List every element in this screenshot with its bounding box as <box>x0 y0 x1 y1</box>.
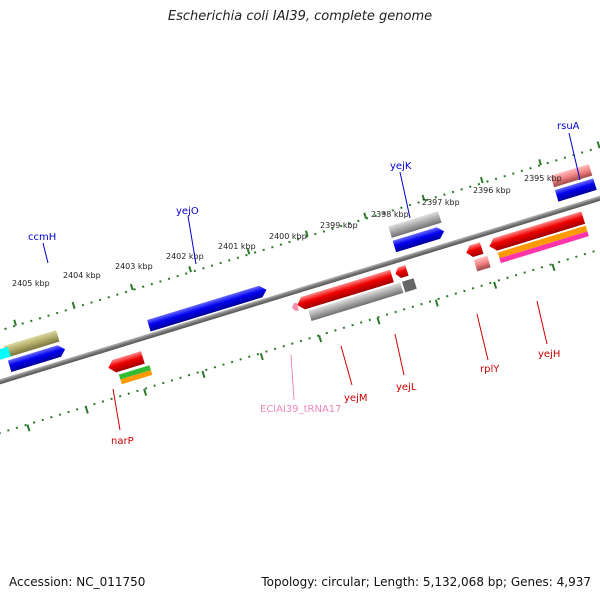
scale-label: 2396 kbp <box>473 186 511 195</box>
gene-label-yejO[interactable]: yejO <box>176 206 199 217</box>
feature-orange-yejH[interactable] <box>497 225 588 259</box>
summary-text: Topology: circular; Length: 5,132,068 bp… <box>261 575 591 589</box>
feature-green-narP[interactable] <box>118 365 151 380</box>
gene-label-narP[interactable]: narP <box>111 436 134 447</box>
gene-label-rplY[interactable]: rplY <box>480 364 500 375</box>
scale-label: 2398 kbp <box>371 210 409 219</box>
feature-cyan[interactable] <box>0 346 11 364</box>
feature-darkgrey-yejL[interactable] <box>402 278 417 293</box>
feature-blue-yejO[interactable] <box>147 284 268 332</box>
gene-label-yejL[interactable]: yejL <box>396 382 417 393</box>
gene-label-trna17[interactable]: EClAI39_tRNA17 <box>260 404 342 415</box>
feature-grey-yejK[interactable] <box>388 211 442 238</box>
feature-orange-narP[interactable] <box>120 370 153 385</box>
rotated-track-group <box>0 119 600 461</box>
feature-salmon-rsuA[interactable] <box>550 164 593 188</box>
feature-blue-yejK[interactable] <box>392 226 446 253</box>
gene-label-yejH[interactable]: yejH <box>538 349 560 360</box>
scale-label: 2397 kbp <box>422 198 460 207</box>
feature-pink-yejH[interactable] <box>499 231 589 264</box>
feature-red-rplY[interactable] <box>465 242 484 258</box>
feature-blue-left-1[interactable] <box>7 344 67 372</box>
feature-red-yejH[interactable] <box>488 211 586 252</box>
scale-label: 2404 kbp <box>63 271 101 280</box>
scale-labels: 2405 kbp 2404 kbp 2403 kbp 2402 kbp 2401… <box>12 174 562 288</box>
gene-label-rsuA[interactable]: rsuA <box>557 121 580 132</box>
top-leader-lines <box>42 132 581 265</box>
scale-label: 2405 kbp <box>12 279 50 288</box>
feature-grey-yejM[interactable] <box>308 282 404 321</box>
bottom-leader-lines <box>112 300 548 431</box>
scale-label: 2402 kbp <box>166 252 204 261</box>
map-title: Escherichia coli IAI39, complete genome <box>167 9 433 24</box>
feature-red-yejL-small[interactable] <box>394 265 409 279</box>
feature-blue-left-2[interactable] <box>0 362 1 379</box>
scale-ticks-bottom <box>26 263 556 432</box>
scale-ticks-top <box>13 141 600 326</box>
accession-text: Accession: NC_011750 <box>9 575 146 589</box>
feature-blue-rsuA[interactable] <box>554 178 597 202</box>
feature-salmon-rplY[interactable] <box>473 255 491 272</box>
gene-label-ccmH[interactable]: ccmH <box>28 232 56 243</box>
scale-label: 2401 kbp <box>218 242 256 251</box>
genome-backbone <box>0 164 600 416</box>
gene-label-yejK[interactable]: yejK <box>390 161 412 172</box>
scale-label: 2400 kbp <box>269 232 307 241</box>
scale-label: 2395 kbp <box>524 174 562 183</box>
feature-pink-trna17[interactable] <box>291 302 299 312</box>
gene-label-yejM[interactable]: yejM <box>344 393 367 404</box>
feature-red-narP[interactable] <box>107 351 145 374</box>
scale-label: 2403 kbp <box>115 262 153 271</box>
feature-olive-ccmH[interactable] <box>3 330 60 358</box>
feature-red-yejM[interactable] <box>295 269 394 311</box>
scale-label: 2399 kbp <box>320 221 358 230</box>
